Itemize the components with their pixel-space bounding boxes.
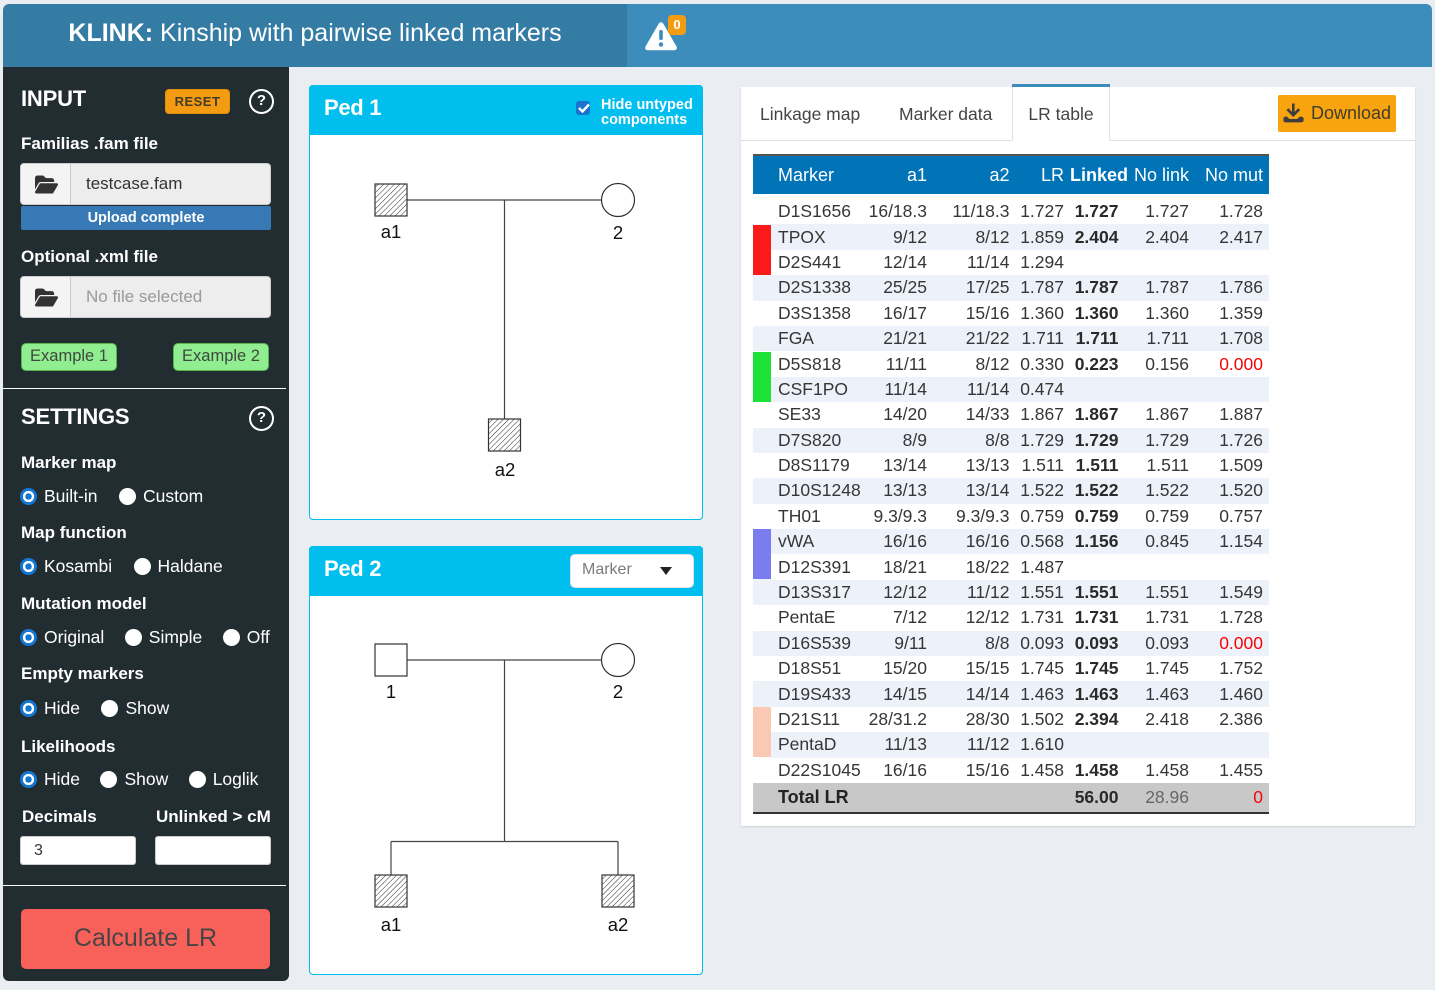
- svg-text:2: 2: [613, 681, 623, 702]
- svg-text:1: 1: [386, 681, 396, 702]
- svg-text:a1: a1: [381, 914, 402, 935]
- svg-text:2: 2: [613, 222, 623, 243]
- svg-text:a2: a2: [608, 914, 629, 935]
- svg-text:a2: a2: [495, 459, 516, 480]
- svg-text:a1: a1: [381, 221, 402, 242]
